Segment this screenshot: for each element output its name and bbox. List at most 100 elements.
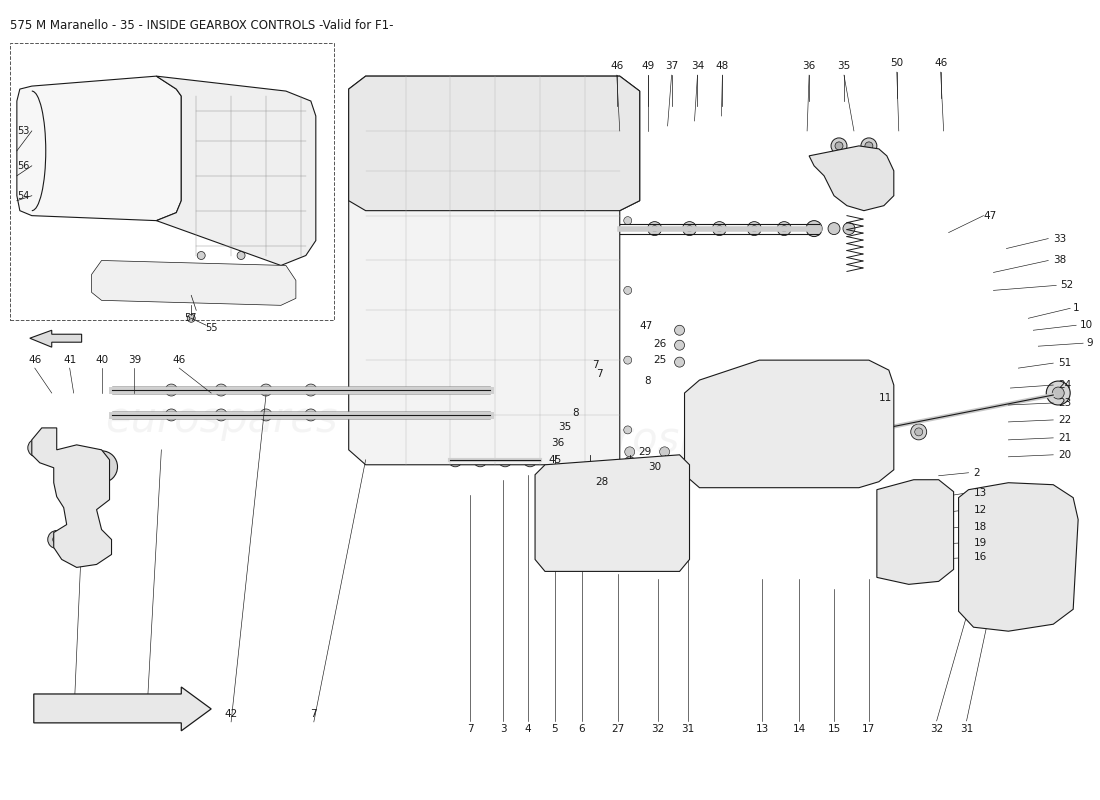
Text: 14: 14: [792, 724, 806, 734]
Circle shape: [395, 409, 407, 421]
Text: 13: 13: [974, 488, 987, 498]
Circle shape: [475, 141, 505, 170]
Polygon shape: [16, 76, 182, 221]
Circle shape: [674, 340, 684, 350]
Polygon shape: [810, 146, 894, 210]
Circle shape: [474, 384, 486, 396]
Circle shape: [305, 409, 317, 421]
Text: 56: 56: [18, 161, 30, 171]
Circle shape: [804, 445, 814, 455]
Circle shape: [624, 112, 631, 120]
Text: 46: 46: [173, 355, 186, 365]
Circle shape: [216, 384, 227, 396]
Circle shape: [260, 409, 272, 421]
Circle shape: [774, 445, 784, 455]
Circle shape: [713, 222, 726, 235]
Circle shape: [781, 226, 788, 231]
Polygon shape: [958, 482, 1078, 631]
Circle shape: [843, 222, 855, 234]
Text: 13: 13: [756, 724, 769, 734]
Text: 42: 42: [224, 709, 238, 719]
Circle shape: [915, 428, 923, 436]
Circle shape: [624, 356, 631, 364]
Circle shape: [834, 445, 844, 455]
Circle shape: [674, 326, 684, 335]
Text: 45: 45: [549, 454, 562, 465]
Circle shape: [834, 405, 844, 415]
Circle shape: [861, 138, 877, 154]
Text: 36: 36: [551, 438, 564, 448]
Polygon shape: [684, 360, 894, 488]
Circle shape: [584, 457, 596, 469]
Circle shape: [395, 384, 407, 396]
Circle shape: [216, 409, 227, 421]
Circle shape: [1043, 497, 1053, 506]
Text: 35: 35: [559, 422, 572, 432]
Circle shape: [28, 439, 46, 457]
Circle shape: [474, 409, 486, 421]
Text: 21: 21: [1058, 433, 1071, 443]
Circle shape: [53, 535, 60, 543]
Text: 19: 19: [974, 538, 987, 547]
Circle shape: [94, 458, 110, 474]
Circle shape: [356, 366, 364, 374]
Circle shape: [1046, 381, 1070, 405]
Circle shape: [928, 559, 938, 570]
Circle shape: [238, 97, 245, 105]
Circle shape: [778, 222, 791, 235]
Circle shape: [624, 217, 631, 225]
Circle shape: [484, 87, 496, 99]
Circle shape: [674, 357, 684, 367]
Circle shape: [751, 226, 757, 231]
Text: 16: 16: [974, 553, 987, 562]
Circle shape: [747, 222, 761, 235]
Polygon shape: [877, 480, 954, 584]
Text: 26: 26: [653, 339, 667, 349]
Circle shape: [538, 338, 562, 362]
Text: 5: 5: [552, 724, 559, 734]
Text: 17: 17: [862, 724, 876, 734]
Text: 575 M Maranello - 35 - INSIDE GEARBOX CONTROLS -Valid for F1-: 575 M Maranello - 35 - INSIDE GEARBOX CO…: [10, 19, 394, 32]
Circle shape: [682, 222, 696, 235]
Circle shape: [379, 87, 392, 99]
Polygon shape: [349, 76, 640, 210]
Text: 4: 4: [525, 724, 531, 734]
Circle shape: [214, 141, 284, 210]
Text: eurospares: eurospares: [563, 419, 795, 461]
Circle shape: [624, 286, 631, 294]
Circle shape: [774, 405, 784, 415]
Text: 31: 31: [960, 724, 974, 734]
Circle shape: [524, 453, 537, 466]
Circle shape: [260, 384, 272, 396]
Text: 57: 57: [184, 314, 196, 323]
Text: 12: 12: [974, 505, 987, 514]
Text: 29: 29: [638, 447, 651, 457]
Circle shape: [197, 251, 206, 259]
Text: 39: 39: [128, 355, 141, 365]
Circle shape: [425, 87, 437, 99]
Text: 10: 10: [1080, 320, 1093, 330]
Text: 31: 31: [681, 724, 694, 734]
Text: 41: 41: [63, 355, 76, 365]
Text: 44: 44: [67, 709, 80, 719]
Circle shape: [305, 384, 317, 396]
Text: 23: 23: [1058, 398, 1071, 408]
Circle shape: [229, 156, 270, 196]
Circle shape: [624, 457, 636, 469]
Circle shape: [498, 453, 513, 466]
Text: 35: 35: [837, 61, 850, 71]
Text: 46: 46: [610, 61, 624, 71]
Text: 11: 11: [879, 393, 892, 403]
Circle shape: [714, 405, 725, 415]
Polygon shape: [535, 455, 690, 571]
Circle shape: [187, 314, 195, 322]
Circle shape: [356, 246, 364, 254]
Text: 51: 51: [1058, 358, 1071, 368]
Circle shape: [484, 150, 496, 162]
Text: 7: 7: [468, 724, 474, 734]
Polygon shape: [156, 76, 316, 266]
Text: 43: 43: [140, 709, 153, 719]
Circle shape: [439, 409, 451, 421]
Circle shape: [585, 447, 595, 457]
Circle shape: [356, 192, 364, 200]
